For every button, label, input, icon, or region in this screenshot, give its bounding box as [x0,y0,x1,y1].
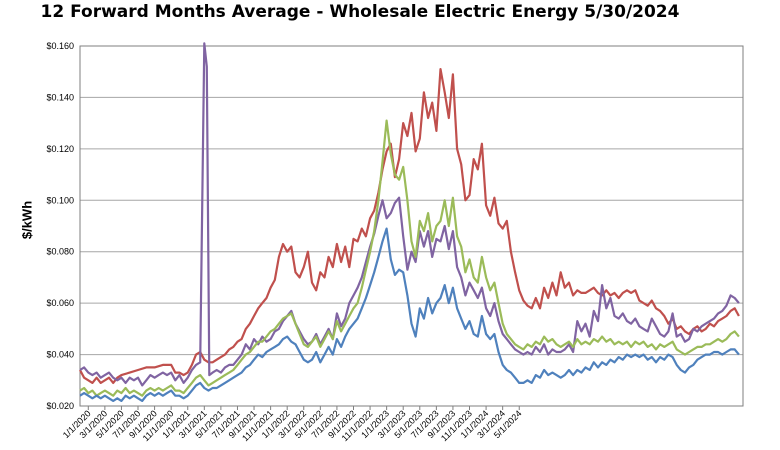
y-tick-label: $0.140 [46,92,74,102]
y-tick-label: $0.080 [46,247,74,257]
series-line-4 [79,227,740,402]
y-tick-label: $0.120 [46,144,74,154]
plot-area [79,45,744,407]
series-lines [79,42,740,402]
y-tick-label: $0.160 [46,41,74,51]
y-tick-label: $0.060 [46,298,74,308]
series-line-1 [79,68,740,384]
y-tick-label: $0.100 [46,195,74,205]
y-axis: $0.020 $0.040 $0.060 $0.080 $0.100 $0.120 $0.1… [46,41,74,411]
series-line-2 [79,42,740,387]
chart-title: 12 Forward Months Average - Wholesale El… [40,2,680,22]
y-tick-label: $0.020 [46,401,74,411]
series-line-3 [79,119,740,397]
x-axis: 1/1/20203/1/20205/1/20207/1/20209/1/2020… [61,406,524,443]
gridlines [80,45,743,407]
y-tick-label: $0.040 [46,350,74,360]
